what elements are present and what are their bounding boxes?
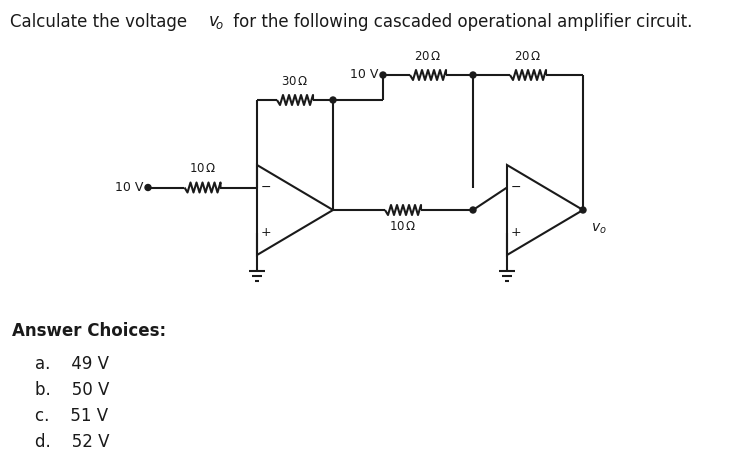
Text: $v_o$: $v_o$ (591, 222, 607, 236)
Text: +: + (261, 226, 271, 239)
Text: for the following cascaded operational amplifier circuit.: for the following cascaded operational a… (228, 13, 693, 31)
Text: a.    49 V: a. 49 V (35, 355, 109, 373)
Text: $20\,\Omega$: $20\,\Omega$ (414, 50, 442, 63)
Text: 10 V: 10 V (114, 181, 143, 194)
Circle shape (580, 207, 586, 213)
Text: d.    52 V: d. 52 V (35, 433, 109, 451)
Circle shape (330, 97, 336, 103)
Text: $10\,\Omega$: $10\,\Omega$ (389, 220, 417, 233)
Text: $30\,\Omega$: $30\,\Omega$ (281, 75, 309, 88)
Text: 10 V: 10 V (350, 69, 378, 81)
Text: Answer Choices:: Answer Choices: (12, 322, 166, 340)
Text: −: − (261, 181, 271, 194)
Circle shape (470, 207, 476, 213)
Text: −: − (511, 181, 521, 194)
Text: $v_{\!o}$: $v_{\!o}$ (208, 13, 225, 31)
Text: $10\,\Omega$: $10\,\Omega$ (189, 163, 217, 175)
Circle shape (145, 185, 151, 190)
Text: c.    51 V: c. 51 V (35, 407, 108, 425)
Circle shape (470, 72, 476, 78)
Text: Calculate the voltage: Calculate the voltage (10, 13, 192, 31)
Text: +: + (511, 226, 521, 239)
Circle shape (380, 72, 386, 78)
Text: b.    50 V: b. 50 V (35, 381, 109, 399)
Text: $20\,\Omega$: $20\,\Omega$ (514, 50, 542, 63)
